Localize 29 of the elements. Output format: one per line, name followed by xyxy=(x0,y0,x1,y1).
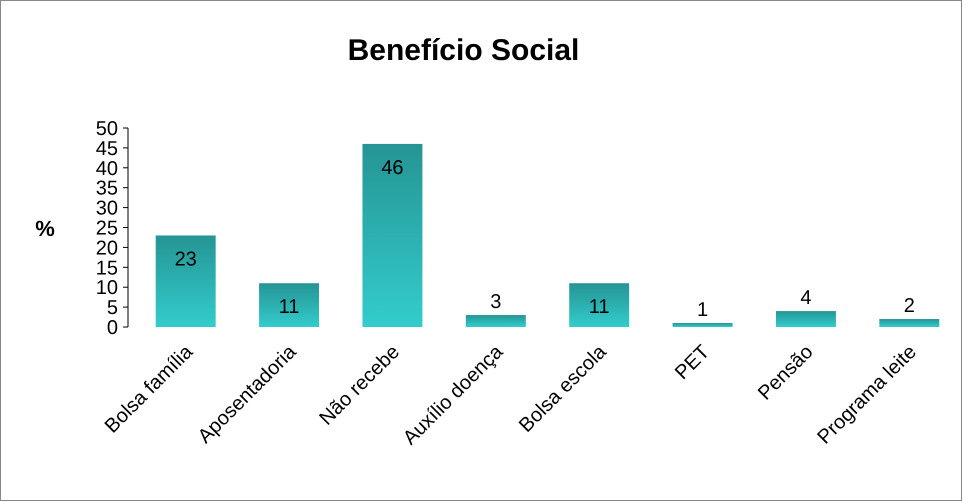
bar xyxy=(672,323,733,327)
bar xyxy=(776,311,836,327)
y-tick-label: 15 xyxy=(96,257,118,280)
bar xyxy=(569,283,630,327)
y-tick-label: 10 xyxy=(96,277,118,300)
bar xyxy=(259,283,320,327)
y-tick-label: 40 xyxy=(96,158,118,180)
y-tick-label: 35 xyxy=(96,178,118,200)
bar xyxy=(879,319,940,327)
data-label: 2 xyxy=(904,295,915,318)
data-label: 46 xyxy=(381,156,404,179)
data-label: 3 xyxy=(490,291,502,314)
y-tick-label: 20 xyxy=(96,237,118,260)
data-label: 11 xyxy=(278,296,300,318)
data-label: 4 xyxy=(800,287,812,310)
bar xyxy=(362,144,422,327)
y-tick-label: 0 xyxy=(106,317,118,339)
y-tick-label: 50 xyxy=(96,118,118,140)
bar xyxy=(466,315,526,327)
y-tick-label: 45 xyxy=(96,138,118,160)
y-axis-title: % xyxy=(35,216,55,241)
data-label: 23 xyxy=(174,248,197,270)
y-tick-label: 5 xyxy=(106,297,118,320)
bar xyxy=(156,235,216,327)
data-label: 1 xyxy=(697,299,708,322)
y-tick-label: 30 xyxy=(96,198,118,220)
data-label: 11 xyxy=(588,296,610,318)
chart-title: Benefício Social xyxy=(348,34,580,67)
y-tick-label: 25 xyxy=(96,218,118,240)
